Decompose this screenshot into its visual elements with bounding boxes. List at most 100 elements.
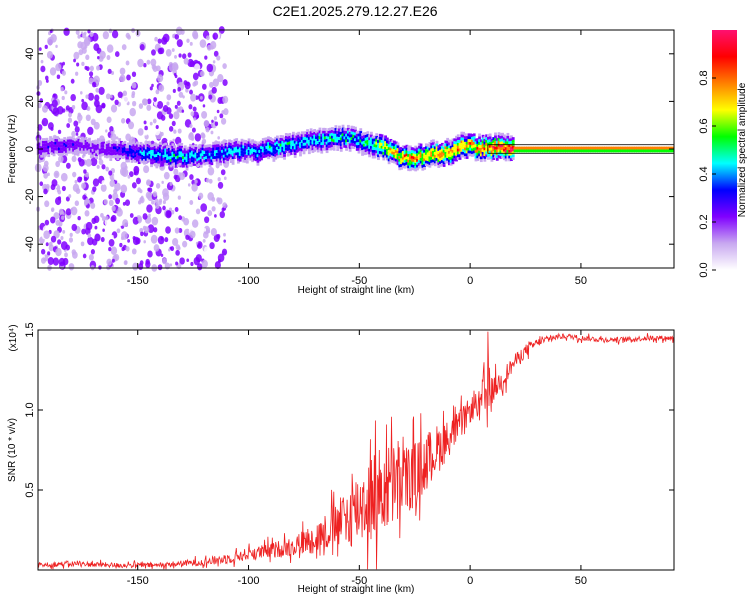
ridge-cell [483,147,487,151]
ridge-cell [65,144,68,148]
ridge-cell [440,151,444,155]
scatter-cell [122,90,128,97]
ridge-cell [458,148,462,152]
ridge-cell [95,153,99,157]
ridge-cell [377,157,380,161]
ridge-cell [323,136,327,140]
ridge-cell [141,146,145,150]
scatter-cell [74,126,80,133]
ridge-cell [61,150,65,153]
ridge-cell [467,144,471,148]
ridge-cell [486,148,490,152]
ridge-cell [224,154,228,158]
ridge-cell [205,150,208,154]
ridge-cell [494,141,497,144]
ridge-cell [478,139,481,143]
ridge-cell [59,141,63,145]
scatter-cell [47,172,50,177]
ridge-cell [306,146,309,150]
scatter-cell [93,43,100,51]
ridge-cell [460,143,464,146]
ridge-cell [169,158,173,162]
scatter-cell [174,74,178,79]
ridge-cell [222,149,226,152]
ridge-cell [481,146,485,150]
ridge-cell [403,154,407,158]
scatter-cell [69,232,73,238]
ridge-cell [421,167,425,171]
ridge-cell [167,150,171,154]
ridge-cell [361,138,364,142]
ridge-cell [194,155,198,159]
ridge-cell [244,148,247,152]
ridge-cell [463,139,467,142]
scatter-cell [165,226,171,234]
ridge-cell [478,156,481,160]
ridge-cell [226,146,230,150]
ridge-cell [256,145,260,149]
ridge-cell [419,157,423,161]
ridge-cell [231,150,235,154]
ridge-cell [478,153,481,157]
scatter-cell [172,88,176,94]
ridge-cell [95,156,99,160]
ridge-cell [346,139,350,142]
ridge-cell [393,140,396,144]
ridge-cell [336,136,340,140]
ridge-cell [329,139,333,142]
ridge-cell [460,140,464,144]
ridge-cell [426,158,430,161]
ridge-cell [393,146,396,150]
ridge-cell [435,160,439,164]
ridge-cell [185,156,189,160]
ridge-cell [343,127,347,131]
scatter-cell [39,181,44,187]
ridge-cell [389,153,393,157]
ridge-cell [290,137,294,141]
ridge-cell [508,155,512,159]
scatter-cell [58,257,66,267]
ridge-cell [284,133,288,136]
scatter-cell [116,128,121,135]
ridge-cell [536,149,540,153]
ridge-cell [426,152,430,156]
ridge-cell [260,143,263,147]
ridge-cell [40,143,44,147]
ridge-cell [86,141,90,145]
ridge-cell [183,151,187,154]
ridge-cell [618,149,621,153]
ridge-cell [460,131,464,135]
ridge-cell [410,147,414,151]
ridge-cell [396,159,400,163]
scatter-cell [96,65,101,71]
ridge-cell [580,146,584,150]
ridge-cell [430,151,434,155]
ridge-cell [171,157,175,161]
ridge-cell [291,151,295,155]
ridge-cell [56,136,60,140]
ridge-cell [121,156,125,159]
ridge-cell [146,152,150,156]
ridge-cell [336,131,340,134]
scatter-cell [119,242,123,248]
ridge-cell [657,149,660,153]
ridge-cell [102,150,106,153]
ridge-cell [111,152,114,156]
ridge-cell [329,130,333,134]
ridge-cell [384,141,387,144]
ridge-cell [588,149,591,153]
scatter-cell [85,94,89,99]
scatter-cell [201,259,208,269]
scatter-cell [162,192,170,201]
ridge-cell [217,141,221,145]
ridge-cell [96,138,100,142]
ridge-cell [494,138,497,142]
ridge-cell [105,149,109,153]
ridge-cell [267,150,270,154]
ridge-cell [465,141,469,145]
ridge-cell [176,147,180,150]
ridge-cell [345,130,348,134]
ridge-cell [167,162,171,165]
ridge-cell [95,147,99,151]
ridge-cell [199,144,203,148]
